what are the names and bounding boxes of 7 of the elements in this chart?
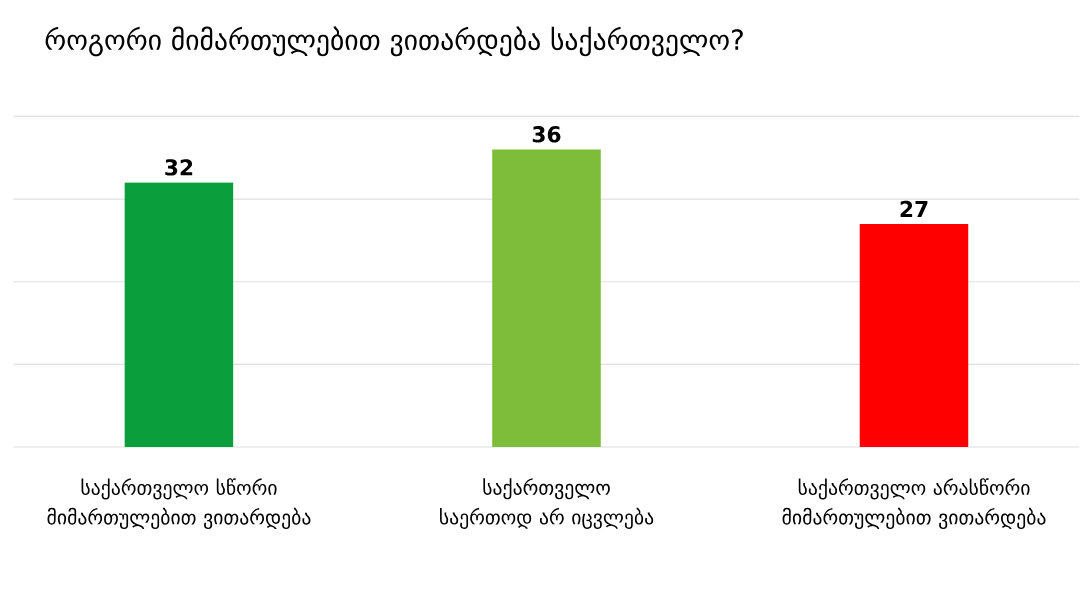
- data-label: 36: [532, 126, 561, 143]
- data-label: 27: [900, 200, 928, 217]
- x-tick-label: საქართველო სწორი მიმართულებით ვითარდება: [47, 478, 311, 530]
- x-tick-label: საქართველო არასწორი მიმართულებით ვითარდება: [782, 478, 1046, 530]
- x-tick-label: საქართველო საერთოდ არ იცვლება: [440, 478, 654, 529]
- data-label: 32: [165, 159, 193, 176]
- chart-title: როგორი მიმართულებით ვითარდება საქართველო?: [45, 26, 743, 57]
